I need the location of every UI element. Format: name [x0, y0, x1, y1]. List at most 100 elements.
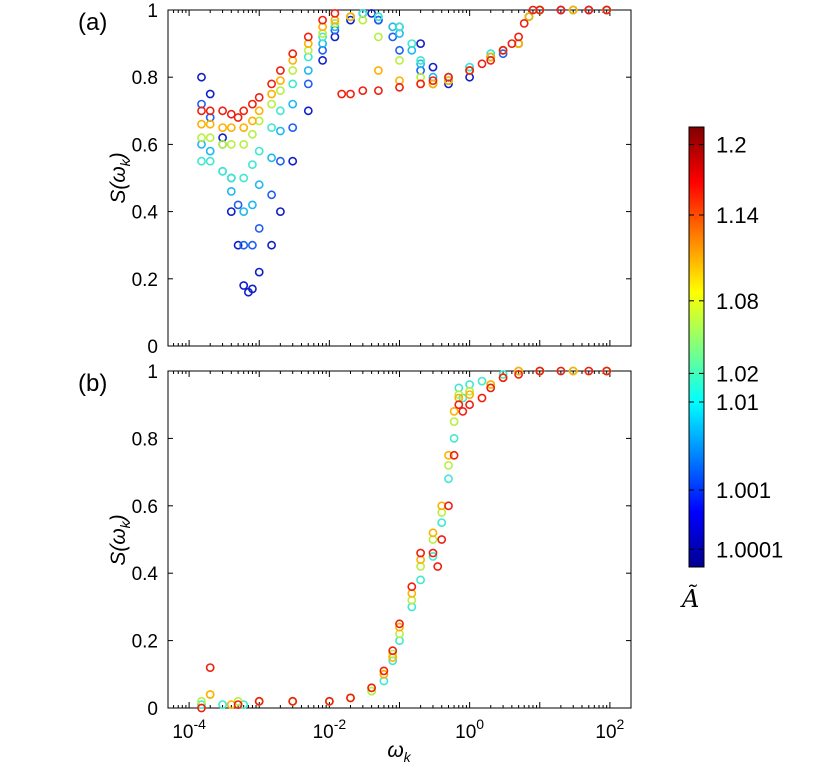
- data-point: [218, 139, 227, 149]
- data-point: [239, 281, 249, 290]
- data-point: [373, 86, 383, 95]
- data-point: [346, 89, 355, 99]
- data-point: [465, 390, 474, 399]
- colorbar-title: Ã: [680, 584, 699, 613]
- data-point: [519, 18, 529, 28]
- panel-b-ylabel: S(ωk): [107, 514, 133, 565]
- data-point: [416, 56, 425, 65]
- data-point: [498, 45, 508, 55]
- data-point: [267, 79, 276, 89]
- data-point: [428, 62, 438, 72]
- data-point: [395, 82, 404, 92]
- data-point: [416, 79, 425, 89]
- colorbar-tick-label: 1.0001: [716, 537, 783, 562]
- data-point: [254, 267, 264, 277]
- data-point: [454, 400, 464, 410]
- data-point: [226, 173, 236, 183]
- data-point: [388, 646, 398, 656]
- y-tick-label: 0.2: [132, 632, 158, 653]
- data-point: [373, 32, 383, 42]
- data-point: [254, 223, 264, 233]
- data-point: [226, 123, 236, 132]
- data-point: [247, 284, 257, 294]
- data-point: [486, 383, 496, 393]
- panel-a-ylabel: S(ωk): [107, 152, 133, 203]
- data-point: [254, 146, 264, 156]
- data-point: [318, 32, 327, 42]
- colorbar-tick-label: 1.001: [716, 478, 771, 503]
- panel-b-label: (b): [78, 370, 107, 397]
- data-point: [449, 406, 459, 416]
- data-point: [197, 703, 206, 713]
- data-point: [205, 690, 215, 699]
- y-tick-label: 0.4: [132, 564, 159, 585]
- data-point: [373, 12, 383, 22]
- data-point: [218, 106, 227, 116]
- svg-text:S(ωk): S(ωk): [107, 514, 133, 565]
- data-point: [226, 139, 236, 149]
- data-point: [197, 133, 206, 143]
- data-point: [197, 119, 206, 129]
- data-point: [346, 15, 355, 25]
- data-point: [254, 106, 264, 116]
- data-point: [239, 123, 249, 132]
- panel-a-y-ticks: 0 0.2 0.4 0.6 0.8 1: [132, 1, 631, 358]
- data-point: [444, 450, 453, 460]
- x-tick-label: 102: [595, 716, 624, 743]
- data-point: [239, 139, 249, 149]
- panel-a-x-ticks: [167, 10, 632, 346]
- data-point: [514, 366, 523, 376]
- panel-b: (b) S(ωk) 00.20.40.60.81 10-4 10-2 100 102 …: [78, 362, 632, 765]
- data-point: [465, 386, 474, 396]
- data-point: [275, 106, 285, 116]
- data-point: [303, 106, 313, 116]
- data-point: [486, 56, 496, 65]
- data-point: [407, 582, 417, 592]
- data-point: [428, 548, 438, 558]
- data-point: [535, 366, 545, 376]
- data-point: [477, 376, 487, 386]
- data-point: [247, 160, 257, 169]
- data-point: [465, 66, 474, 75]
- x-tick-label: 10-2: [313, 716, 347, 743]
- data-point: [568, 5, 578, 15]
- data-point: [288, 696, 298, 706]
- data-point: [337, 89, 347, 99]
- y-tick-label: 0: [147, 337, 158, 358]
- data-point: [247, 99, 257, 109]
- data-point: [218, 700, 227, 709]
- data-point: [205, 156, 215, 166]
- data-point: [324, 696, 334, 706]
- data-point: [367, 683, 376, 693]
- data-point: [568, 366, 578, 376]
- data-point: [444, 501, 453, 511]
- data-point: [367, 8, 376, 18]
- data-point: [254, 93, 264, 102]
- data-point: [330, 18, 340, 28]
- data-point: [498, 373, 508, 383]
- data-point: [288, 156, 298, 166]
- data-point: [449, 433, 459, 443]
- data-point: [514, 369, 523, 379]
- data-point: [486, 52, 496, 62]
- data-point: [433, 562, 443, 571]
- data-point: [395, 56, 404, 65]
- colorbar-tick-label: 1.14: [716, 203, 759, 228]
- data-point: [428, 79, 438, 89]
- data-point: [205, 119, 215, 129]
- data-point: [205, 106, 215, 116]
- data-point: [379, 666, 389, 676]
- data-point: [395, 622, 404, 632]
- data-point: [275, 126, 285, 136]
- panel-b-xlabel: ωk: [387, 739, 411, 765]
- data-point: [218, 123, 227, 132]
- colorbar-tick-label: 1.08: [716, 289, 759, 314]
- data-point: [367, 686, 376, 696]
- data-point: [373, 15, 383, 25]
- y-tick-label: 0.8: [132, 429, 158, 450]
- data-point: [226, 186, 236, 196]
- y-tick-label: 0.4: [132, 203, 159, 224]
- data-point: [535, 5, 545, 15]
- data-point: [239, 106, 249, 116]
